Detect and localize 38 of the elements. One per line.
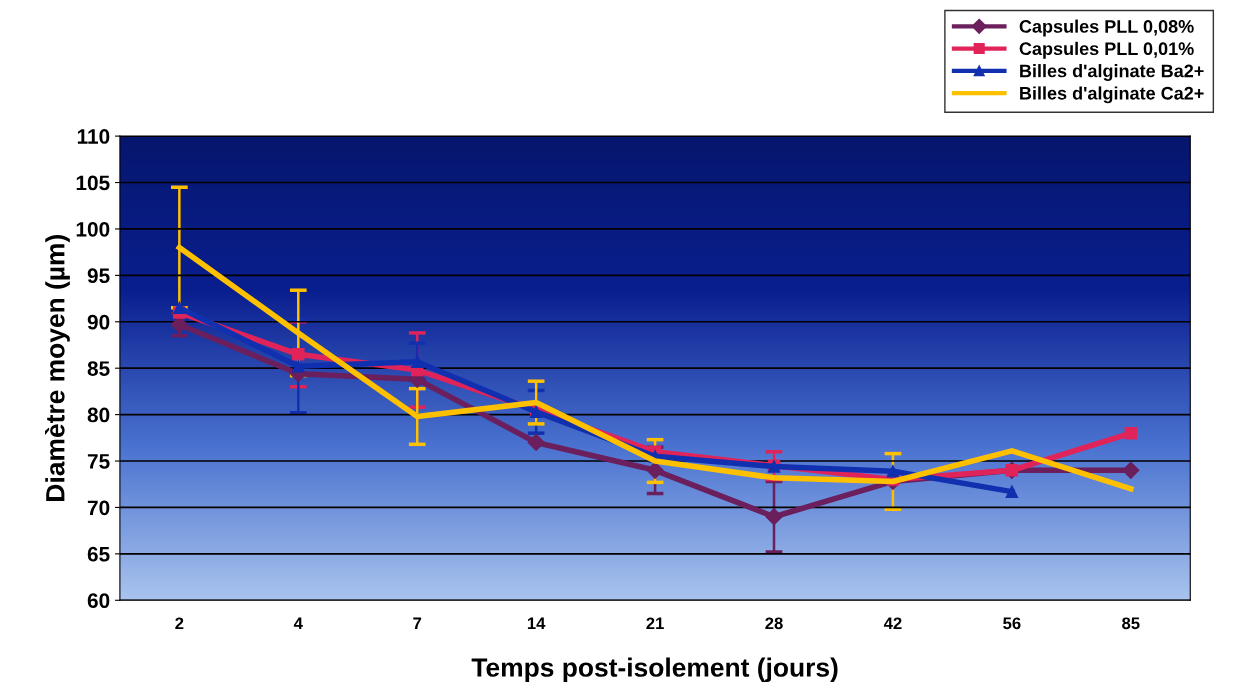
point [410,355,424,368]
x-axis-title: Temps post-isolement (jours) [471,657,838,683]
point [1005,485,1019,498]
point [527,433,545,452]
y-tick-label: 70 [87,500,110,516]
point [646,461,664,479]
y-axis-title: Diamètre moyen (µm) [45,235,70,501]
x-tick-label: 28 [765,617,783,630]
x-tick-label: 21 [646,617,664,630]
y-tick-label: 80 [87,407,110,423]
point [292,360,305,373]
y-tick-label: 85 [87,361,110,376]
x-tick-label: 2 [175,617,184,630]
x-tick-label: 42 [883,617,902,630]
legend-label: Capsules PLL 0,08% [1019,19,1194,37]
x-tick-label: 85 [1122,617,1140,630]
y-tick-label: 75 [87,454,110,469]
x-tick-label: 56 [1003,617,1021,630]
legend-label: Billes d'alginate Ca2+ [1020,86,1204,104]
point [1124,426,1138,440]
y-tick-label: 110 [77,129,110,144]
point [173,301,186,315]
y-tick-label: 65 [87,546,110,562]
y-tick-label: 95 [87,268,110,284]
point [170,316,188,334]
y-tick-label: 105 [76,175,110,191]
point [1122,461,1140,479]
x-tick-label: 4 [293,617,303,630]
legend-label: Capsules PLL 0,01% [1019,41,1194,59]
point [765,508,783,526]
point [292,348,305,361]
y-tick-label: 90 [87,314,110,330]
x-tick-label: 14 [527,617,546,630]
y-tick-label: 60 [87,593,110,609]
point [886,464,900,478]
y-tick-label: 100 [76,221,110,237]
legend-label: Billes d'alginate Ba2+ [1020,64,1204,81]
x-tick-label: 7 [413,617,422,630]
